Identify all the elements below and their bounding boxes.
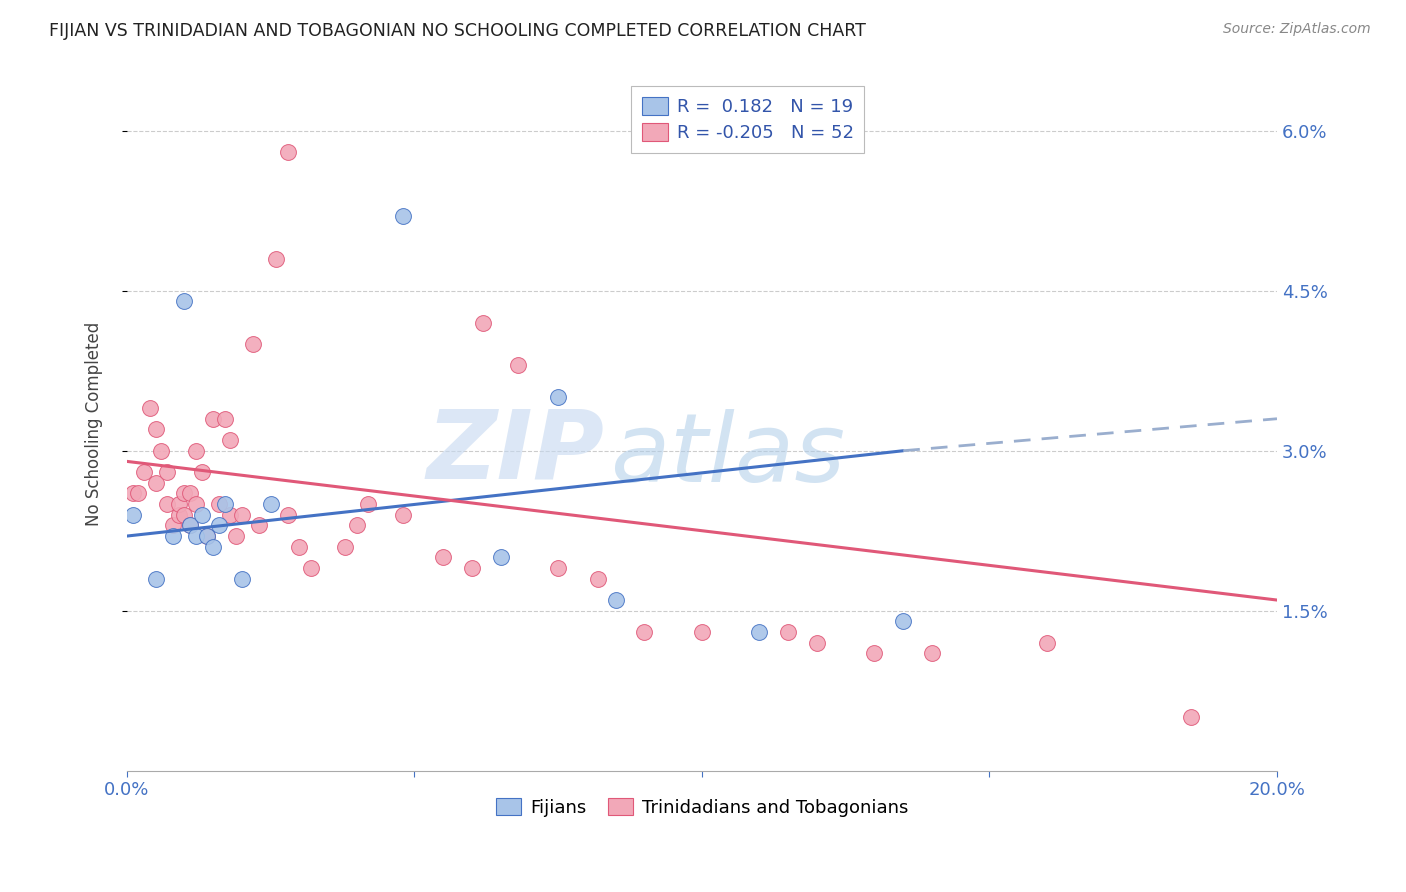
Point [219,508,242,522]
Point [472,316,495,330]
Point [392,209,415,223]
Point [145,572,167,586]
Point [588,572,610,586]
Point [277,508,299,522]
Point [139,401,162,415]
Point [208,518,231,533]
Point [121,508,143,522]
Point [167,508,190,522]
Point [202,540,225,554]
Point [277,145,299,160]
Point [891,615,914,629]
Point [392,508,415,522]
Point [162,529,184,543]
Point [167,497,190,511]
Point [547,561,569,575]
Point [1180,710,1202,724]
Point [173,294,195,309]
Point [461,561,484,575]
Text: FIJIAN VS TRINIDADIAN AND TOBAGONIAN NO SCHOOLING COMPLETED CORRELATION CHART: FIJIAN VS TRINIDADIAN AND TOBAGONIAN NO … [49,22,866,40]
Point [184,529,207,543]
Text: atlas: atlas [610,409,845,502]
Point [863,646,886,660]
Point [173,508,195,522]
Point [806,636,828,650]
Point [357,497,380,511]
Point [156,465,179,479]
Point [489,550,512,565]
Point [1036,636,1059,650]
Text: Source: ZipAtlas.com: Source: ZipAtlas.com [1223,22,1371,37]
Point [150,443,173,458]
Point [547,391,569,405]
Point [179,486,201,500]
Point [127,486,149,500]
Point [208,497,231,511]
Point [214,411,236,425]
Point [145,475,167,490]
Text: ZIP: ZIP [426,405,605,499]
Point [184,443,207,458]
Point [179,518,201,533]
Point [748,625,770,640]
Point [778,625,800,640]
Point [247,518,270,533]
Point [242,337,264,351]
Point [605,593,627,607]
Point [921,646,943,660]
Point [145,422,167,436]
Point [162,518,184,533]
Point [219,433,242,447]
Point [173,486,195,500]
Point [231,572,253,586]
Point [184,497,207,511]
Point [134,465,156,479]
Point [266,252,288,266]
Point [288,540,311,554]
Point [225,529,247,543]
Point [335,540,357,554]
Point [299,561,322,575]
Point [690,625,713,640]
Point [190,508,212,522]
Point [432,550,454,565]
Point [121,486,143,500]
Point [179,518,201,533]
Point [214,497,236,511]
Point [202,411,225,425]
Point [346,518,368,533]
Point [197,529,219,543]
Point [633,625,655,640]
Point [197,529,219,543]
Point [190,465,212,479]
Point [156,497,179,511]
Legend: Fijians, Trinidadians and Tobagonians: Fijians, Trinidadians and Tobagonians [488,791,915,824]
Point [506,359,529,373]
Point [231,508,253,522]
Point [260,497,283,511]
Y-axis label: No Schooling Completed: No Schooling Completed [86,322,103,526]
